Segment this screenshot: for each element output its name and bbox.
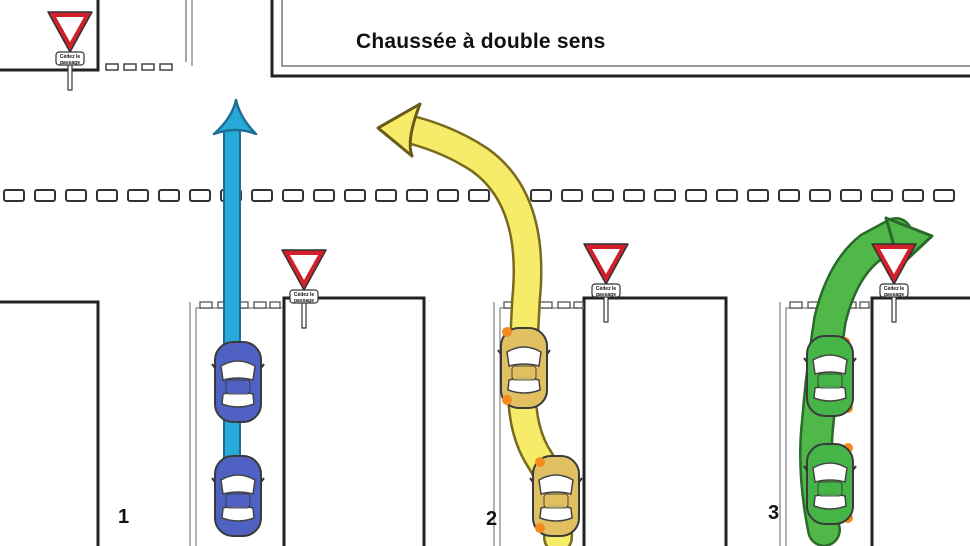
lane-dash (468, 189, 490, 202)
sign-label: Cédez le (596, 286, 617, 292)
lane-dash (189, 189, 211, 202)
lane-dash (902, 189, 924, 202)
scenario-number-1: 1 (118, 506, 130, 528)
lane-dash (282, 189, 304, 202)
lane-dash (127, 189, 149, 202)
yield-sign-icon: Cédez le passage (281, 249, 327, 329)
yield-sign-icon: Cédez le passage (583, 243, 629, 323)
lane-dash (933, 189, 955, 202)
lane-dash (809, 189, 831, 202)
yield-sign-icon: Cédez le passage (47, 11, 93, 91)
sign-label: passage (596, 292, 616, 298)
lane-dash (96, 189, 118, 202)
lane-dash (747, 189, 769, 202)
lane-dash (437, 189, 459, 202)
lane-dash (654, 189, 676, 202)
car-icon (803, 443, 857, 525)
top-left-corner (0, 0, 193, 72)
lower-road-edges (0, 296, 970, 546)
lane-dash (871, 189, 893, 202)
center-lane-dashes (3, 189, 955, 202)
lane-dash (561, 189, 583, 202)
lane-dash (344, 189, 366, 202)
sign-label: Cédez le (884, 286, 905, 292)
top-stop-dashes (105, 63, 173, 71)
sign-label: Cédez le (60, 54, 81, 60)
car-icon (211, 341, 265, 423)
lane-dash (34, 189, 56, 202)
sign-label: Cédez le (294, 292, 315, 298)
lane-dash (375, 189, 397, 202)
lane-dash (623, 189, 645, 202)
lane-dash (716, 189, 738, 202)
lane-dash (778, 189, 800, 202)
lane-dash (65, 189, 87, 202)
road-title: Chaussée à double sens (356, 30, 606, 53)
lane-dash (530, 189, 552, 202)
sign-label: passage (294, 298, 314, 304)
lane-dash (313, 189, 335, 202)
lane-dash (840, 189, 862, 202)
scenario-number-3: 3 (768, 502, 780, 524)
car-icon (803, 335, 857, 417)
yield-sign-icon: Cédez le passage (871, 243, 917, 323)
lane-dash (685, 189, 707, 202)
sign-label: passage (60, 60, 80, 66)
lane-dash (3, 189, 25, 202)
lane-dash (406, 189, 428, 202)
lane-dash (592, 189, 614, 202)
top-right-block (270, 0, 970, 78)
car-icon (211, 455, 265, 537)
sign-label: passage (884, 292, 904, 298)
lane-borders (189, 302, 870, 546)
scenario-number-2: 2 (486, 508, 498, 530)
lane-dash (251, 189, 273, 202)
lane-dash (158, 189, 180, 202)
arrow-left-turn-icon (376, 102, 574, 546)
